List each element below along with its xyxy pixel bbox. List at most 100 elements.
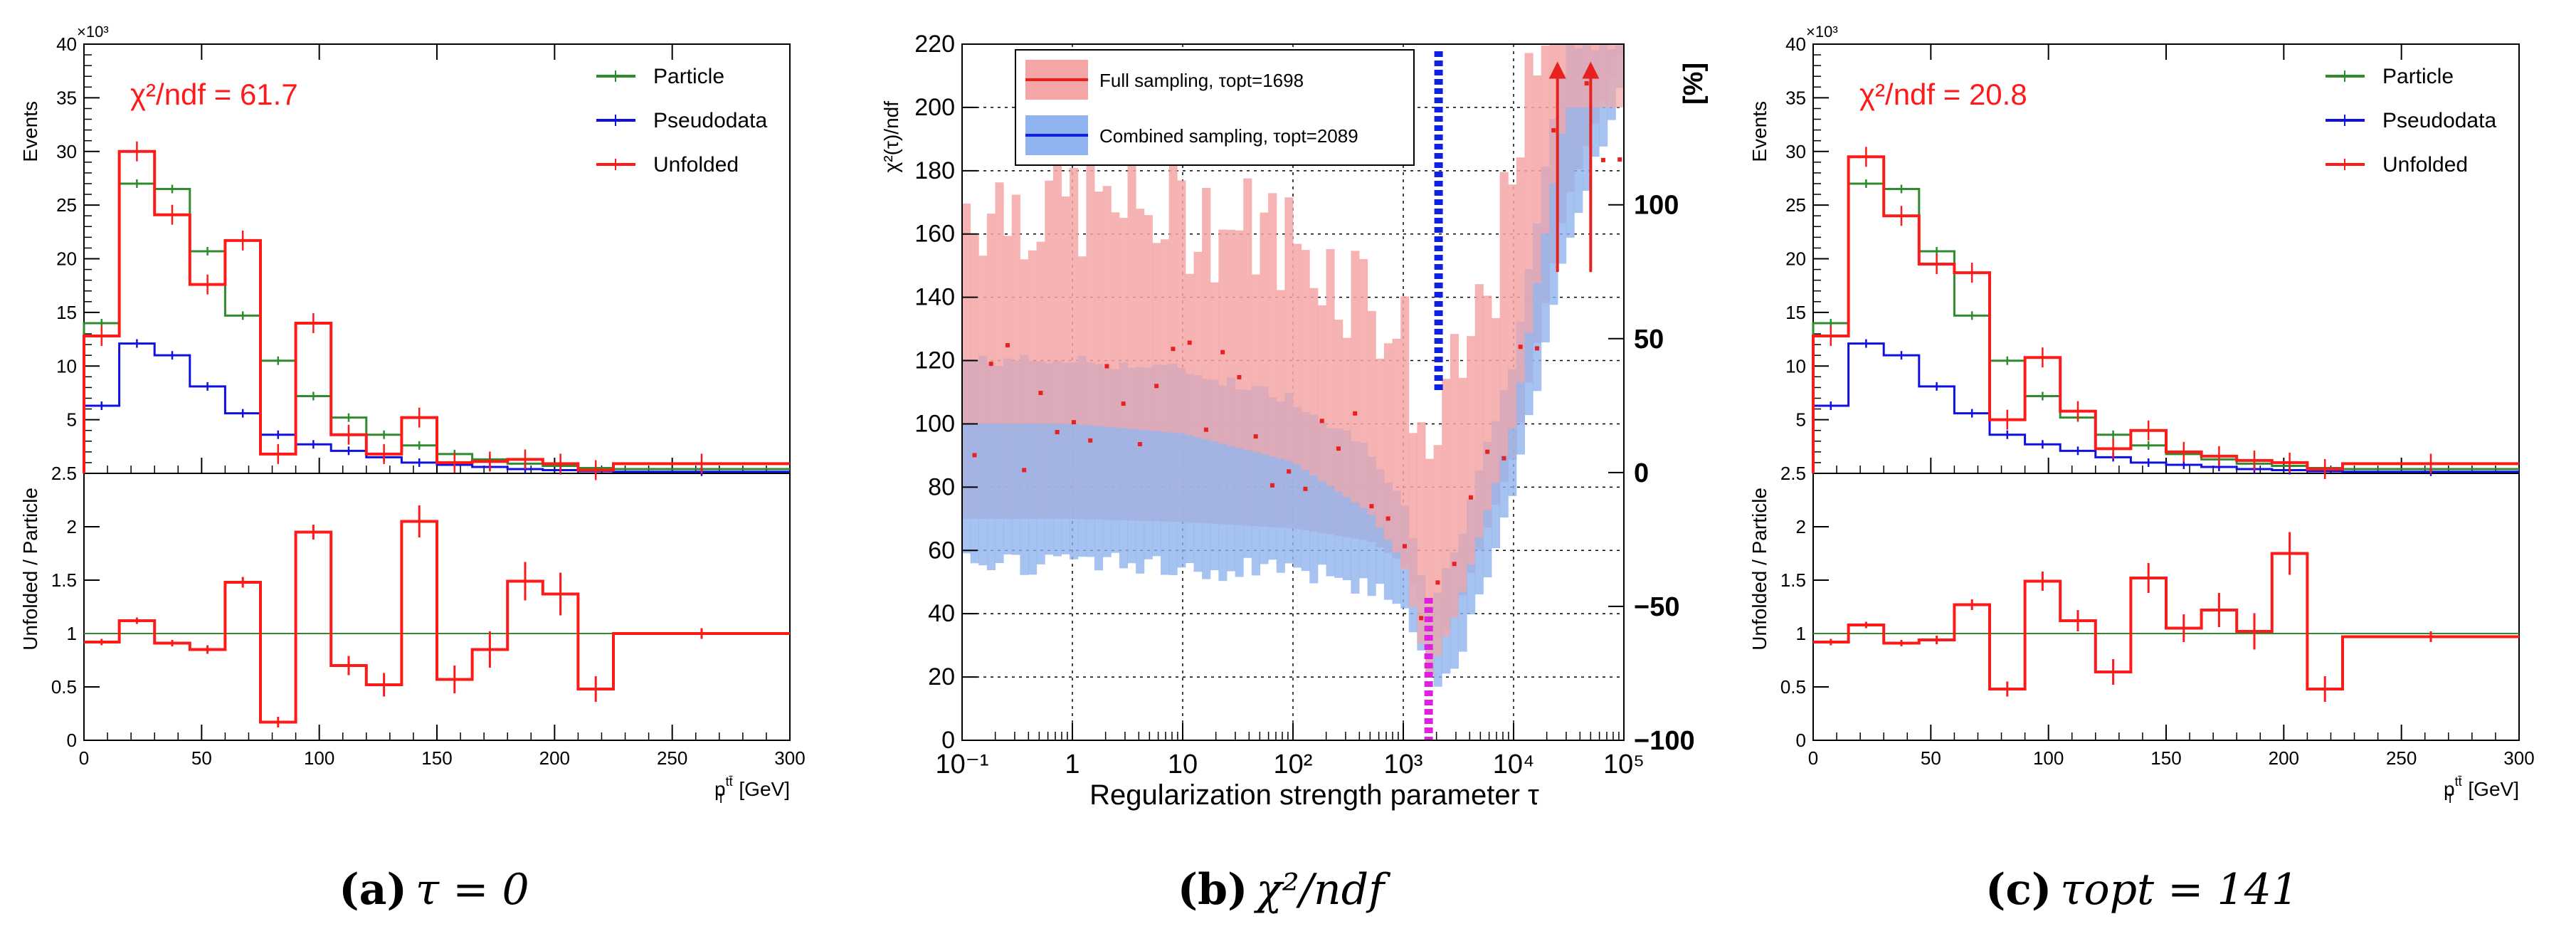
- caption-c-letter: (c): [1985, 865, 2052, 915]
- overlap-band: [1383, 483, 1393, 540]
- overlap-band: [1003, 358, 1013, 424]
- full-sampling-point: [1269, 483, 1274, 488]
- overlap-band: [1599, 44, 1608, 107]
- overlap-band: [1202, 379, 1211, 440]
- overlap-band: [1276, 401, 1285, 459]
- full-sampling-point: [1534, 346, 1539, 351]
- y-tick-label: 220: [914, 31, 955, 58]
- overlap-band: [1127, 367, 1136, 429]
- y-tick-label: 0: [941, 727, 955, 754]
- full-sampling-point: [1617, 157, 1622, 162]
- x-tick-label: 10: [1168, 750, 1198, 779]
- overlap-band: [1235, 389, 1244, 448]
- overlap-band: [1566, 44, 1575, 107]
- overlap-band: [1094, 364, 1104, 426]
- overlap-band: [1136, 367, 1145, 430]
- caption-b-text: χ²/ndf: [1253, 865, 1391, 915]
- full-sampling-point: [1237, 374, 1242, 379]
- right-y-tick-label: −50: [1634, 592, 1679, 622]
- x-tick-label: 150: [2150, 747, 2181, 769]
- full-sampling-point: [1253, 434, 1258, 439]
- overlap-band: [1351, 441, 1360, 503]
- y-tick-label: 160: [914, 221, 955, 248]
- overlap-band: [1144, 367, 1153, 431]
- full-sampling-point: [1121, 401, 1126, 406]
- overlap-band: [1317, 421, 1326, 481]
- y-tick-label: 1: [1796, 623, 1806, 644]
- y-tick-label: 20: [56, 248, 77, 270]
- full-sampling-point: [1485, 449, 1490, 454]
- y-tick-label: 2: [67, 516, 77, 537]
- panel-c: 5 10 15 20 25 30 35 40×10³ Events 0 0.5 1 1.5 2 2.5 Unf…: [1748, 23, 2535, 806]
- full-sampling-point: [1369, 504, 1374, 509]
- overlap-band: [1284, 393, 1294, 461]
- x-label-p: p: [714, 778, 726, 800]
- overlap-band: [1342, 430, 1351, 498]
- overlap-band: [1474, 470, 1484, 537]
- full-sampling-point: [1303, 486, 1308, 491]
- histogram-particle: [83, 182, 790, 473]
- x-label-unit: [GeV]: [2463, 778, 2519, 800]
- overlap-band: [1541, 167, 1550, 233]
- y-tick-label: 100: [914, 410, 955, 437]
- overlap-band: [1293, 406, 1302, 465]
- overlap-band: [1359, 443, 1368, 508]
- overlap-band: [1301, 412, 1310, 471]
- y-tick-label: 2.5: [51, 463, 77, 484]
- x-tick-label: 50: [1921, 747, 1941, 769]
- caption-a-text: τ = 0: [416, 865, 529, 915]
- overlap-band: [1467, 499, 1476, 565]
- legend-label-pseudodata: Pseudodata: [653, 109, 767, 132]
- overlap-band: [1516, 321, 1525, 383]
- x-axis-label: Regularization strength parameter τ: [1089, 779, 1539, 811]
- full-sampling-point: [1452, 562, 1457, 567]
- legend-label-particle: Particle: [653, 65, 724, 88]
- y-tick-label: 1: [67, 623, 77, 644]
- legend-combined-label: Combined sampling, τopt=2089: [1099, 125, 1358, 147]
- overlap-band: [1607, 49, 1616, 107]
- overlap-band: [1334, 429, 1344, 492]
- y-tick-label: 10: [56, 355, 77, 377]
- overlap-band: [1508, 369, 1517, 429]
- full-sampling-point: [1468, 495, 1473, 500]
- x-tick-label: 10⁴: [1493, 750, 1535, 779]
- overlap-band: [1417, 575, 1426, 644]
- overlap-band: [1524, 269, 1534, 333]
- x-label-sub: T: [717, 792, 725, 806]
- overlap-band: [1070, 362, 1079, 424]
- y-tick-label: 2.5: [1780, 463, 1806, 484]
- panel-b: 020406080100120140160180200220χ²(τ)/ndf−…: [880, 31, 1709, 811]
- full-sampling-point: [1203, 427, 1208, 432]
- y-tick-label: 20: [928, 663, 955, 690]
- overlap-band: [1450, 552, 1459, 618]
- y-tick-label: 10: [1785, 355, 1806, 377]
- y-tick-label: 20: [1785, 248, 1806, 270]
- out-of-range-arrow-head: [1548, 61, 1566, 79]
- right-y-axis-label: [%]: [1679, 63, 1709, 105]
- histogram-pseudodata: [1812, 342, 2519, 473]
- y-tick-label: 60: [928, 537, 955, 564]
- y-axis-label: χ²(τ)/ndf: [880, 101, 902, 173]
- x-axis-label: ptt̄ T [GeV]: [2444, 774, 2519, 806]
- full-sampling-point: [1022, 468, 1027, 473]
- overlap-band: [1168, 364, 1178, 433]
- overlap-band: [1061, 362, 1070, 424]
- overlap-band: [1549, 119, 1558, 184]
- overlap-band: [1558, 74, 1567, 134]
- x-tick-label: 150: [421, 747, 452, 769]
- overlap-band: [1210, 379, 1219, 442]
- overlap-band: [978, 355, 988, 424]
- bottom-y-label: Unfolded / Particle: [19, 488, 41, 651]
- y-tick-label: 0: [1796, 730, 1806, 751]
- full-sampling-point: [1287, 469, 1292, 474]
- full-sampling-point: [1336, 446, 1341, 451]
- full-sampling-point: [1419, 616, 1424, 621]
- overlap-band: [1260, 386, 1269, 455]
- full-sampling-band: [1450, 334, 1459, 616]
- legend-label-pseudodata: Pseudodata: [2382, 109, 2496, 132]
- y-tick-label: 40: [1785, 33, 1806, 55]
- y-tick-label: 180: [914, 157, 955, 184]
- overlap-band: [1111, 369, 1120, 428]
- out-of-range-arrow-head: [1582, 61, 1600, 79]
- overlap-band: [1309, 414, 1319, 475]
